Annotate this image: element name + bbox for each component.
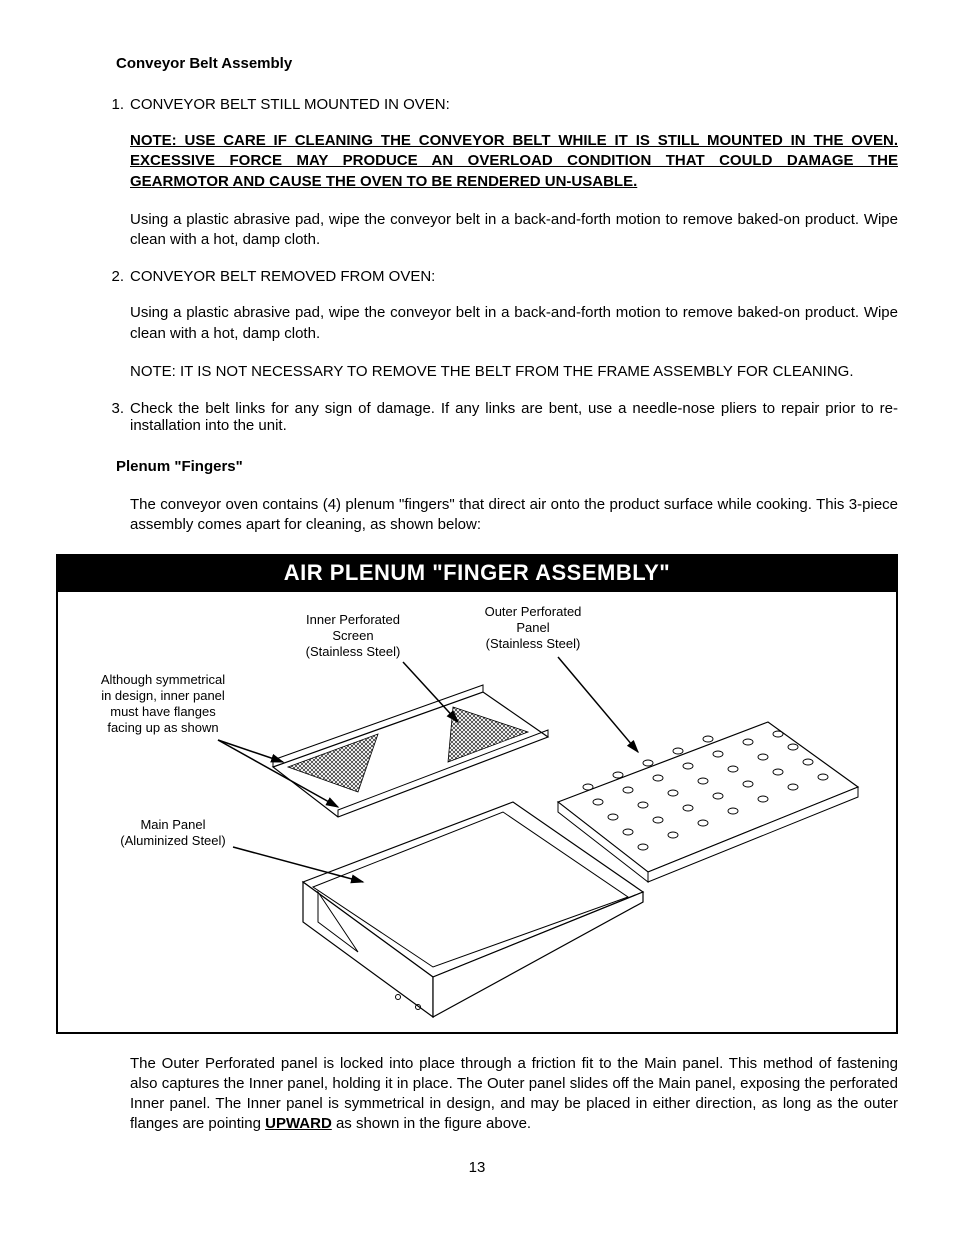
note-text: NOTE: USE CARE IF CLEANING THE CONVEYOR … <box>130 132 898 190</box>
list-item-1: 1. CONVEYOR BELT STILL MOUNTED IN OVEN: <box>56 96 898 113</box>
list-item-2: 2. CONVEYOR BELT REMOVED FROM OVEN: <box>56 268 898 285</box>
item-heading: CONVEYOR BELT REMOVED FROM OVEN: <box>130 268 898 285</box>
paragraph: Using a plastic abrasive pad, wipe the c… <box>130 210 898 251</box>
item-number: 1. <box>100 96 124 113</box>
paragraph: The Outer Perforated panel is locked int… <box>130 1054 898 1135</box>
note-text: NOTE: IT IS NOT NECESSARY TO REMOVE THE … <box>130 362 898 382</box>
section-title: Conveyor Belt Assembly <box>116 55 898 72</box>
diagram-container: AIR PLENUM "FINGER ASSEMBLY" Inner Perfo… <box>56 554 898 1034</box>
text-upward: UPWARD <box>265 1115 332 1132</box>
paragraph: Using a plastic abrasive pad, wipe the c… <box>130 303 898 344</box>
diagram-title: AIR PLENUM "FINGER ASSEMBLY" <box>58 556 896 592</box>
item-number: 3. <box>100 400 124 434</box>
text-run: as shown in the figure above. <box>332 1115 531 1132</box>
item-number: 2. <box>100 268 124 285</box>
item-body: Check the belt links for any sign of dam… <box>130 400 898 434</box>
outer-panel-shape <box>558 722 858 882</box>
subsection-title: Plenum "Fingers" <box>116 458 898 475</box>
note-warning: NOTE: USE CARE IF CLEANING THE CONVEYOR … <box>130 131 898 192</box>
inner-screen-shape <box>273 685 548 817</box>
assembly-diagram-svg <box>58 592 896 1032</box>
document-page: Conveyor Belt Assembly 1. CONVEYOR BELT … <box>0 0 954 1206</box>
item-heading: CONVEYOR BELT STILL MOUNTED IN OVEN: <box>130 96 898 113</box>
diagram-body: Inner Perforated Screen (Stainless Steel… <box>58 592 896 1032</box>
page-number: 13 <box>56 1159 898 1176</box>
list-item-3: 3. Check the belt links for any sign of … <box>56 400 898 434</box>
paragraph: The conveyor oven contains (4) plenum "f… <box>130 495 898 536</box>
